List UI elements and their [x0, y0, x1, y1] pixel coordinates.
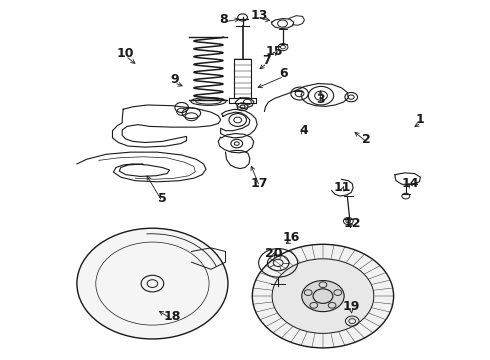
Text: 8: 8	[219, 13, 227, 26]
Text: 16: 16	[283, 231, 300, 244]
Text: 6: 6	[280, 67, 288, 80]
Circle shape	[302, 280, 344, 312]
Text: 11: 11	[334, 181, 351, 194]
Circle shape	[272, 259, 374, 333]
Text: 7: 7	[263, 54, 271, 67]
Text: 9: 9	[170, 73, 179, 86]
Text: 1: 1	[416, 113, 425, 126]
Text: 15: 15	[266, 45, 283, 58]
Text: 18: 18	[163, 310, 181, 323]
Text: 19: 19	[343, 300, 360, 313]
Circle shape	[77, 228, 228, 339]
Text: 14: 14	[402, 177, 419, 190]
Circle shape	[252, 244, 393, 348]
Text: 13: 13	[251, 9, 269, 22]
Text: 5: 5	[158, 192, 167, 205]
Text: 4: 4	[299, 124, 308, 137]
Text: 12: 12	[343, 217, 361, 230]
Text: 2: 2	[363, 133, 371, 146]
Text: 17: 17	[251, 177, 269, 190]
Text: 10: 10	[117, 47, 134, 60]
Text: 3: 3	[316, 94, 325, 107]
Text: 20: 20	[266, 247, 283, 260]
